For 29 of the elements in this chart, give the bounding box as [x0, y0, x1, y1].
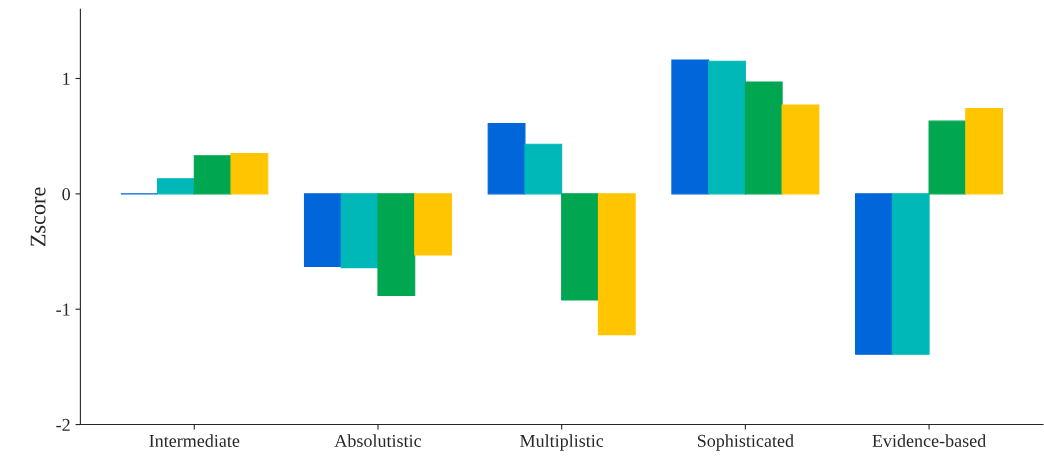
- y-tick-label: 0: [62, 188, 70, 201]
- bar: [597, 193, 636, 336]
- x-tick-label: Sophisticated: [697, 434, 794, 451]
- bar: [487, 122, 526, 195]
- bar: [156, 178, 195, 195]
- bar: [524, 143, 563, 195]
- bar: [230, 152, 269, 195]
- bar: [891, 193, 930, 355]
- bar: [377, 193, 416, 296]
- bar: [928, 120, 967, 195]
- bar: [414, 193, 453, 256]
- y-tick-label: -1: [56, 303, 70, 316]
- x-tick-label: Multiplistic: [520, 434, 604, 451]
- bar: [965, 107, 1004, 195]
- bar: [744, 81, 783, 195]
- y-tick-label: 1: [63, 72, 70, 85]
- bar: [855, 193, 893, 355]
- x-tick-label: Absolutistic: [334, 434, 422, 447]
- bar: [708, 60, 746, 195]
- bar: [303, 193, 342, 268]
- bar: [671, 59, 710, 195]
- bar: [193, 155, 232, 195]
- bar: [340, 193, 379, 269]
- bar: [561, 193, 599, 301]
- x-tick-label: Evidence-based: [872, 434, 986, 447]
- bar: [781, 104, 820, 195]
- y-axis-title: Zscore: [30, 187, 46, 247]
- y-tick-label: -2: [56, 418, 70, 431]
- x-tick-label: Intermediate: [149, 434, 240, 447]
